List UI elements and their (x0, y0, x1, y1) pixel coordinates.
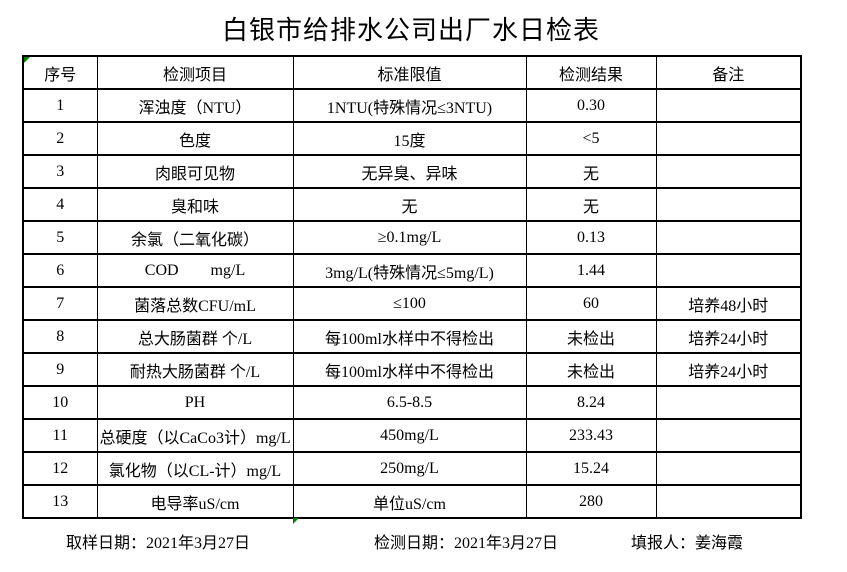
cell-standard[interactable]: 450mg/L (292, 418, 527, 453)
cell-remark[interactable] (655, 88, 802, 123)
cell-seq[interactable]: 1 (22, 88, 98, 123)
cell-result[interactable]: 未检出 (525, 319, 657, 354)
table-row: 12 氯化物（以CL-计）mg/L 250mg/L 15.24 (22, 451, 802, 486)
table-row: 5 余氯（二氧化碳） ≥0.1mg/L 0.13 (22, 220, 802, 255)
cell-standard[interactable]: 250mg/L (292, 451, 527, 486)
cell-remark[interactable] (655, 220, 802, 255)
cell-seq[interactable]: 5 (22, 220, 98, 255)
cell-standard[interactable]: 每100ml水样中不得检出 (292, 352, 527, 387)
cell-seq[interactable]: 6 (22, 253, 98, 288)
header-row: 序号 检测项目 标准限值 检测结果 备注 (22, 55, 802, 90)
cell-seq[interactable]: 4 (22, 187, 98, 222)
cell-standard[interactable]: 1NTU(特殊情况≤3NTU) (292, 88, 527, 123)
cell-item[interactable]: PH (96, 385, 294, 420)
cell-item[interactable]: 肉眼可见物 (96, 154, 294, 189)
testing-date-label: 检测日期：2021年3月27日 (374, 535, 559, 552)
cell-remark[interactable] (655, 154, 802, 189)
cell-result[interactable]: 233.43 (525, 418, 657, 453)
cell-item[interactable]: 浑浊度（NTU） (96, 88, 294, 123)
cell-remark[interactable] (655, 484, 802, 519)
cell-item[interactable]: 总硬度（以CaCo3计）mg/L (96, 418, 294, 453)
inspection-table: 序号 检测项目 标准限值 检测结果 备注 1 浑浊度（NTU） 1NTU(特殊情况≤3NTU… (22, 55, 802, 519)
table-row: 7 菌落总数CFU/mL ≤100 60 培养48小时 (22, 286, 802, 321)
cell-remark[interactable] (655, 451, 802, 486)
cell-remark[interactable]: 培养24小时 (655, 319, 802, 354)
cell-item[interactable]: 耐热大肠菌群 个/L (96, 352, 294, 387)
table-row: 1 浑浊度（NTU） 1NTU(特殊情况≤3NTU) 0.30 (22, 88, 802, 123)
footer: 取样日期：2021年3月27日 检测日期：2021年3月27日 填报人：姜海霞 (0, 529, 847, 552)
cell-remark[interactable] (655, 121, 802, 156)
cell-result[interactable]: 1.44 (525, 253, 657, 288)
table-row: 10 PH 6.5-8.5 8.24 (22, 385, 802, 420)
header-cell-standard[interactable]: 标准限值 (292, 55, 527, 90)
table-row: 2 色度 15度 <5 (22, 121, 802, 156)
cell-item[interactable]: 色度 (96, 121, 294, 156)
reporter-label: 填报人：姜海霞 (631, 535, 744, 552)
header-cell-seq[interactable]: 序号 (22, 55, 98, 90)
cell-result[interactable]: 60 (525, 286, 657, 321)
cell-standard[interactable]: ≥0.1mg/L (292, 220, 527, 255)
page-title: 白银市给排水公司出厂水日检表 (221, 16, 600, 45)
cell-seq[interactable]: 7 (22, 286, 98, 321)
cell-standard[interactable]: 无 (292, 187, 527, 222)
table-row: 4 臭和味无无 (22, 187, 802, 222)
cell-standard[interactable]: 无异臭、异味 (292, 154, 527, 189)
cell-seq[interactable]: 9 (22, 352, 98, 387)
cell-remark[interactable]: 培养24小时 (655, 352, 802, 387)
cell-remark[interactable] (655, 385, 802, 420)
cell-result[interactable]: 15.24 (525, 451, 657, 486)
cell-seq[interactable]: 2 (22, 121, 98, 156)
table-row: 11 总硬度（以CaCo3计）mg/L 450mg/L 233.43 (22, 418, 802, 453)
table-row: 6 COD mg/L 3mg/L(特殊情况≤5mg/L) 1.44 (22, 253, 802, 288)
table-row: 13 电导率uS/cm 单位uS/cm 280 (22, 484, 802, 519)
cell-error-marker-icon (24, 57, 30, 63)
sampling-date-label: 取样日期：2021年3月27日 (66, 535, 251, 552)
cell-standard[interactable]: 15度 (292, 121, 527, 156)
cell-item[interactable]: COD mg/L (96, 253, 294, 288)
header-cell-remark[interactable]: 备注 (655, 55, 802, 90)
cell-item[interactable]: 氯化物（以CL-计）mg/L (96, 451, 294, 486)
cell-seq[interactable]: 8 (22, 319, 98, 354)
cell-seq[interactable]: 11 (22, 418, 98, 453)
table-row: 8 总大肠菌群 个/L 每100ml水样中不得检出 未检出 培养24小时 (22, 319, 802, 354)
cell-result[interactable]: 280 (525, 484, 657, 519)
cell-result[interactable]: 0.30 (525, 88, 657, 123)
cell-result[interactable]: 0.13 (525, 220, 657, 255)
cell-item[interactable]: 菌落总数CFU/mL (96, 286, 294, 321)
cell-standard[interactable]: ≤100 (292, 286, 527, 321)
cell-seq[interactable]: 10 (22, 385, 98, 420)
table-row: 3 肉眼可见物 无异臭、异味无 (22, 154, 802, 189)
cell-standard[interactable]: 单位uS/cm (292, 484, 527, 519)
cell-result[interactable]: <5 (525, 121, 657, 156)
cell-item[interactable]: 电导率uS/cm (96, 484, 294, 519)
cell-item[interactable]: 余氯（二氧化碳） (96, 220, 294, 255)
cell-standard[interactable]: 6.5-8.5 (292, 385, 527, 420)
cell-remark[interactable] (655, 418, 802, 453)
cell-remark[interactable] (655, 253, 802, 288)
table-row: 9 耐热大肠菌群 个/L 每100ml水样中不得检出 未检出 培养24小时 (22, 352, 802, 387)
cell-seq[interactable]: 12 (22, 451, 98, 486)
header-cell-result[interactable]: 检测结果 (525, 55, 657, 90)
header-cell-item[interactable]: 检测项目 (96, 55, 294, 90)
cell-result[interactable]: 未检出 (525, 352, 657, 387)
cell-standard[interactable]: 3mg/L(特殊情况≤5mg/L) (292, 253, 527, 288)
cell-standard[interactable]: 每100ml水样中不得检出 (292, 319, 527, 354)
cell-item[interactable]: 总大肠菌群 个/L (96, 319, 294, 354)
cell-error-marker-icon (293, 518, 299, 524)
cell-remark[interactable] (655, 187, 802, 222)
cell-seq[interactable]: 13 (22, 484, 98, 519)
cell-remark[interactable]: 培养48小时 (655, 286, 802, 321)
cell-result[interactable]: 无 (525, 154, 657, 189)
cell-result[interactable]: 无 (525, 187, 657, 222)
cell-item[interactable]: 臭和味 (96, 187, 294, 222)
cell-seq[interactable]: 3 (22, 154, 98, 189)
cell-result[interactable]: 8.24 (525, 385, 657, 420)
